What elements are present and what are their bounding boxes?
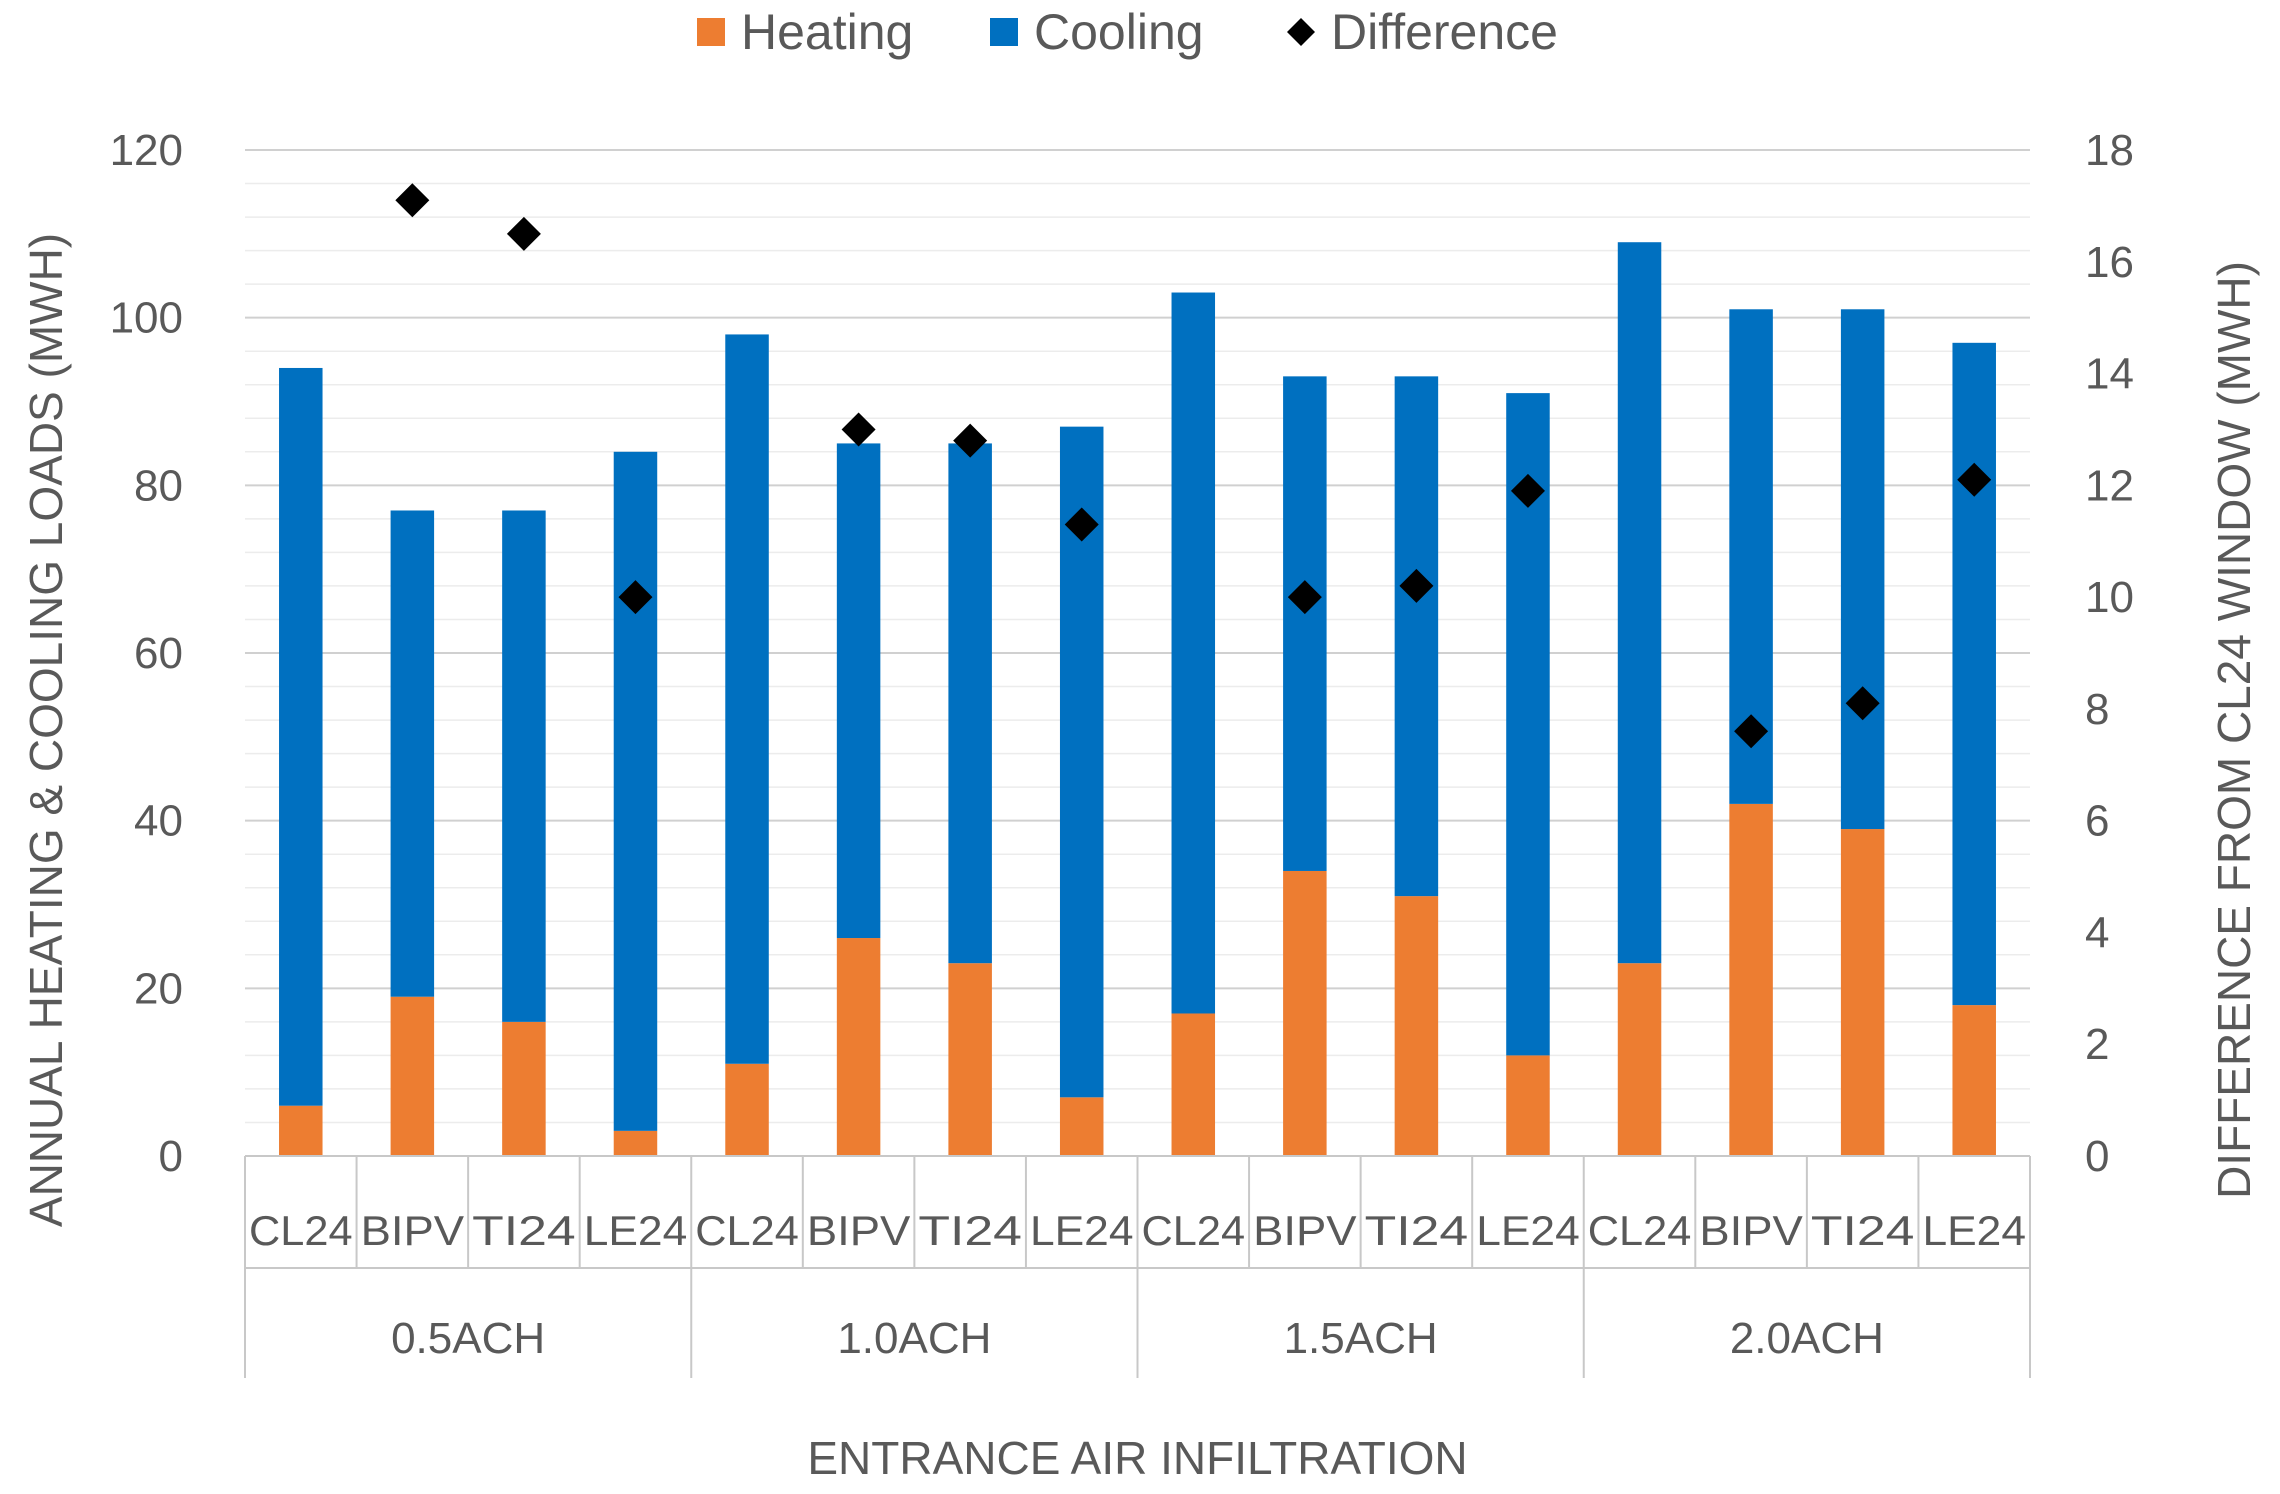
difference-marker (1957, 462, 1992, 497)
heating-bar (1059, 1097, 1104, 1156)
cooling-bar (1840, 309, 1885, 830)
heating-bar (948, 963, 992, 1156)
bars (279, 242, 1996, 1156)
cooling-bar (1617, 242, 1662, 964)
difference-marker (395, 183, 430, 218)
heating-bar (1952, 1005, 1996, 1156)
legend-cooling-label: Cooling (1034, 4, 1204, 60)
y2-axis-title: DIFFERENCE FROM CL24 WINDOW (MWH) (2208, 261, 2260, 1199)
legend-difference-label: Difference (1331, 4, 1558, 60)
cooling-bar (725, 334, 769, 1064)
category-label: CL24 (695, 1207, 799, 1254)
y2-tick-label: 12 (2085, 461, 2134, 510)
y-tick-label: 80 (134, 461, 183, 510)
y2-tick-label: 14 (2085, 350, 2134, 399)
y-tick-label: 0 (159, 1132, 183, 1181)
difference-marker (1845, 686, 1880, 721)
difference-marker (1510, 473, 1545, 508)
cooling-bar (502, 510, 546, 1022)
category-label: LE24 (584, 1207, 688, 1254)
cooling-bar (948, 443, 992, 964)
y-tick-label: 60 (134, 629, 183, 678)
heating-bar (725, 1063, 769, 1156)
cooling-bar (613, 451, 658, 1131)
category-label: LE24 (1476, 1207, 1580, 1254)
legend-difference-swatch (1287, 18, 1315, 46)
difference-marker (1064, 507, 1099, 542)
category-label: CL24 (249, 1207, 353, 1254)
heating-bar (1171, 1013, 1216, 1156)
category-label: LE24 (1030, 1207, 1134, 1254)
category-label: TI24 (918, 1207, 1022, 1254)
y-tick-label: 120 (110, 126, 183, 175)
cooling-bar (390, 510, 435, 997)
difference-marker (841, 412, 876, 447)
y-tick-label: 100 (110, 294, 183, 343)
category-label: CL24 (1142, 1207, 1246, 1254)
legend-heating-label: Heating (741, 4, 913, 60)
heating-bar (1617, 963, 1662, 1156)
category-label: LE24 (1922, 1207, 2026, 1254)
heating-bar (1283, 870, 1327, 1156)
category-label: BIPV (1253, 1207, 1357, 1254)
cooling-bar (836, 443, 881, 939)
y-axis-title: ANNUAL HEATING & COOLING LOADS (MWH) (20, 233, 72, 1227)
x-axis-title: ENTRANCE AIR INFILTRATION (807, 1432, 1467, 1484)
difference-markers (395, 183, 1992, 749)
heating-bar (1506, 1055, 1550, 1156)
difference-marker (953, 423, 988, 458)
y2-tick-label: 2 (2085, 1020, 2109, 1069)
category-label: BIPV (1699, 1207, 1803, 1254)
heating-bar (1840, 829, 1885, 1156)
difference-marker (506, 216, 541, 251)
legend-cooling-swatch (990, 18, 1018, 46)
y-tick-label: 20 (134, 964, 183, 1013)
heating-bar (1729, 803, 1773, 1156)
heating-bar (390, 996, 435, 1156)
cooling-bar (1171, 292, 1216, 1014)
y-tick-label: 40 (134, 797, 183, 846)
y2-tick-label: 0 (2085, 1132, 2109, 1181)
category-label: BIPV (361, 1207, 465, 1254)
y2-tick-label: 8 (2085, 685, 2109, 734)
difference-marker (1734, 714, 1769, 749)
y2-tick-label: 4 (2085, 908, 2109, 957)
y2-tick-label: 16 (2085, 238, 2134, 287)
heating-bar (1394, 896, 1439, 1156)
legend-heating-swatch (697, 18, 725, 46)
category-label: TI24 (1365, 1207, 1469, 1254)
cooling-bar (279, 367, 323, 1106)
cooling-bar (1283, 376, 1327, 871)
cooling-bar (1394, 376, 1439, 897)
group-label: 2.0ACH (1730, 1314, 1884, 1363)
difference-marker (1287, 580, 1322, 615)
category-label: CL24 (1588, 1207, 1692, 1254)
cooling-bar (1952, 342, 1996, 1006)
heating-bar (613, 1130, 658, 1156)
difference-marker (1399, 568, 1434, 603)
category-label: TI24 (472, 1207, 576, 1254)
group-label: 1.5ACH (1284, 1314, 1438, 1363)
group-label: 1.0ACH (837, 1314, 991, 1363)
y2-tick-label: 18 (2085, 126, 2134, 175)
legend: Heating Cooling Difference (697, 4, 1558, 60)
heating-bar (279, 1105, 323, 1156)
category-label: BIPV (807, 1207, 911, 1254)
category-label: TI24 (1811, 1207, 1915, 1254)
group-label: 0.5ACH (391, 1314, 545, 1363)
y2-tick-label: 6 (2085, 797, 2109, 846)
difference-marker (618, 580, 653, 615)
heating-bar (836, 938, 881, 1156)
y2-tick-label: 10 (2085, 573, 2134, 622)
heating-bar (502, 1021, 546, 1156)
